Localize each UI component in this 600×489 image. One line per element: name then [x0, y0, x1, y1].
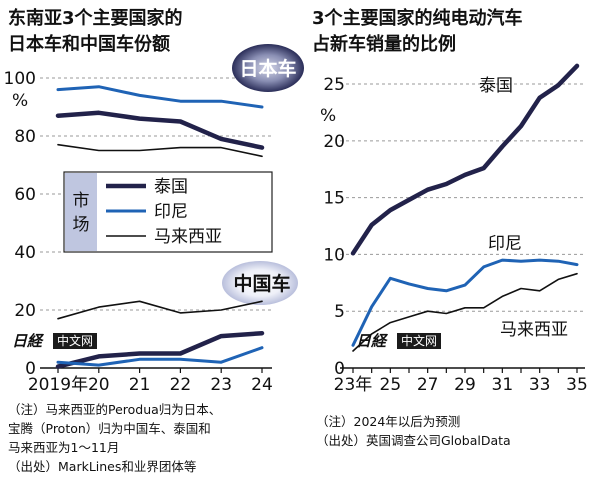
right-x-tick-label: 23年	[334, 375, 373, 395]
left-x-tick-label: 24	[251, 375, 273, 395]
right-y-tick-label: 0	[334, 359, 345, 379]
legend-label-indonesia: 印尼	[154, 202, 188, 222]
japan-car-label-text: 日本车	[239, 57, 296, 80]
right-label-malaysia: 马来西亚	[500, 320, 568, 340]
right-y-tick-label: 20	[323, 132, 345, 152]
legend-title-char1: 市	[73, 191, 90, 211]
china-car-label: 中国车	[222, 261, 298, 305]
right-note-1: （注）2024年以后为预测	[316, 414, 460, 429]
legend: 市 场 泰国 印尼 马来西亚	[63, 171, 273, 253]
right-label-indonesia: 印尼	[488, 234, 522, 254]
right-x-tick-label: 29	[454, 375, 476, 395]
right-y-tick-label: 15	[323, 189, 345, 209]
left-x-tick-label: 21	[129, 375, 151, 395]
right-watermark: 日経 中文网	[356, 332, 441, 350]
left-note-source: （出处）MarkLines和业界团体等	[8, 459, 196, 474]
left-watermark-text: 中文网	[57, 333, 93, 348]
china-car-line-印尼	[56, 346, 264, 367]
japan-car-line-马来西亚	[57, 143, 263, 158]
right-y-tick-label: 25	[323, 75, 345, 95]
right-x-tick-label: 31	[492, 375, 514, 395]
japan-car-line-泰国	[55, 110, 265, 150]
left-note-2: 宝腾（Proton）归为中国车、泰国和	[8, 421, 211, 436]
left-title-line2: 日本车和中国车份额	[8, 33, 170, 55]
right-watermark-text: 中文网	[401, 333, 437, 348]
right-y-tick-labels: 0 5 10 15 20 25	[323, 75, 345, 379]
left-note-3: 马来西亚为1～11月	[8, 440, 119, 455]
left-x-tick-label: 2019年	[28, 375, 88, 395]
left-watermark-logo: 日経	[12, 332, 45, 350]
left-y-tick-label: 0	[25, 359, 36, 379]
left-y-tick-labels: 0 20 40 60 80 100	[4, 69, 36, 379]
china-car-line-马来西亚	[57, 300, 263, 320]
legend-label-thailand: 泰国	[154, 177, 188, 197]
right-note-source: （出处）英国调查公司GlobalData	[316, 433, 511, 448]
ev-share-line-马来西亚	[352, 272, 578, 352]
left-y-tick-label: 80	[14, 127, 36, 147]
japan-car-label: 日本车	[232, 44, 304, 92]
legend-label-malaysia: 马来西亚	[154, 227, 222, 247]
left-x-tick-label: 23	[210, 375, 232, 395]
china-car-line-泰国	[55, 330, 265, 369]
left-y-unit: %	[12, 91, 28, 111]
left-note-1: （注）马来西亚的Perodua归为日本、	[8, 402, 221, 417]
right-chart: 3个主要国家的纯电动汽车 占新车销量的比例 0 5 10 15 20 25 23年 25 27…	[312, 7, 588, 448]
right-series-lines	[350, 63, 580, 352]
ev-share-line-泰国	[350, 63, 580, 256]
left-series-lines	[55, 85, 265, 369]
right-x-tick-label: 33	[529, 375, 551, 395]
right-x-tick-label: 25	[380, 375, 402, 395]
right-y-unit: %	[320, 106, 336, 126]
left-x-tick-label: 20	[88, 375, 110, 395]
right-label-thailand: 泰国	[479, 76, 513, 96]
right-y-tick-label: 10	[323, 245, 345, 265]
china-car-label-text: 中国车	[233, 272, 290, 295]
right-title-line2: 占新车销量的比例	[312, 33, 456, 55]
right-watermark-logo: 日経	[356, 332, 389, 350]
japan-car-line-印尼	[56, 85, 264, 109]
ev-share-line-印尼	[351, 258, 579, 347]
right-gridlines	[340, 83, 585, 373]
left-y-tick-label: 60	[14, 185, 36, 205]
right-title-line1: 3个主要国家的纯电动汽车	[312, 7, 523, 29]
right-x-tick-labels: 23年 25 27 29 31 33 35	[334, 375, 588, 395]
left-x-tick-label: 22	[170, 375, 192, 395]
right-x-tick-label: 35	[566, 375, 588, 395]
legend-title-char2: 场	[73, 215, 90, 235]
left-x-tick-labels: 2019年 20 21 22 23 24	[28, 375, 273, 395]
left-y-tick-label: 20	[14, 301, 36, 321]
right-y-tick-label: 5	[334, 302, 345, 322]
left-y-tick-label: 100	[4, 69, 36, 89]
left-title-line1: 东南亚3个主要国家的	[8, 7, 183, 29]
right-x-tick-label: 27	[417, 375, 439, 395]
left-y-tick-label: 40	[14, 243, 36, 263]
left-watermark: 日経 中文网	[12, 332, 97, 350]
